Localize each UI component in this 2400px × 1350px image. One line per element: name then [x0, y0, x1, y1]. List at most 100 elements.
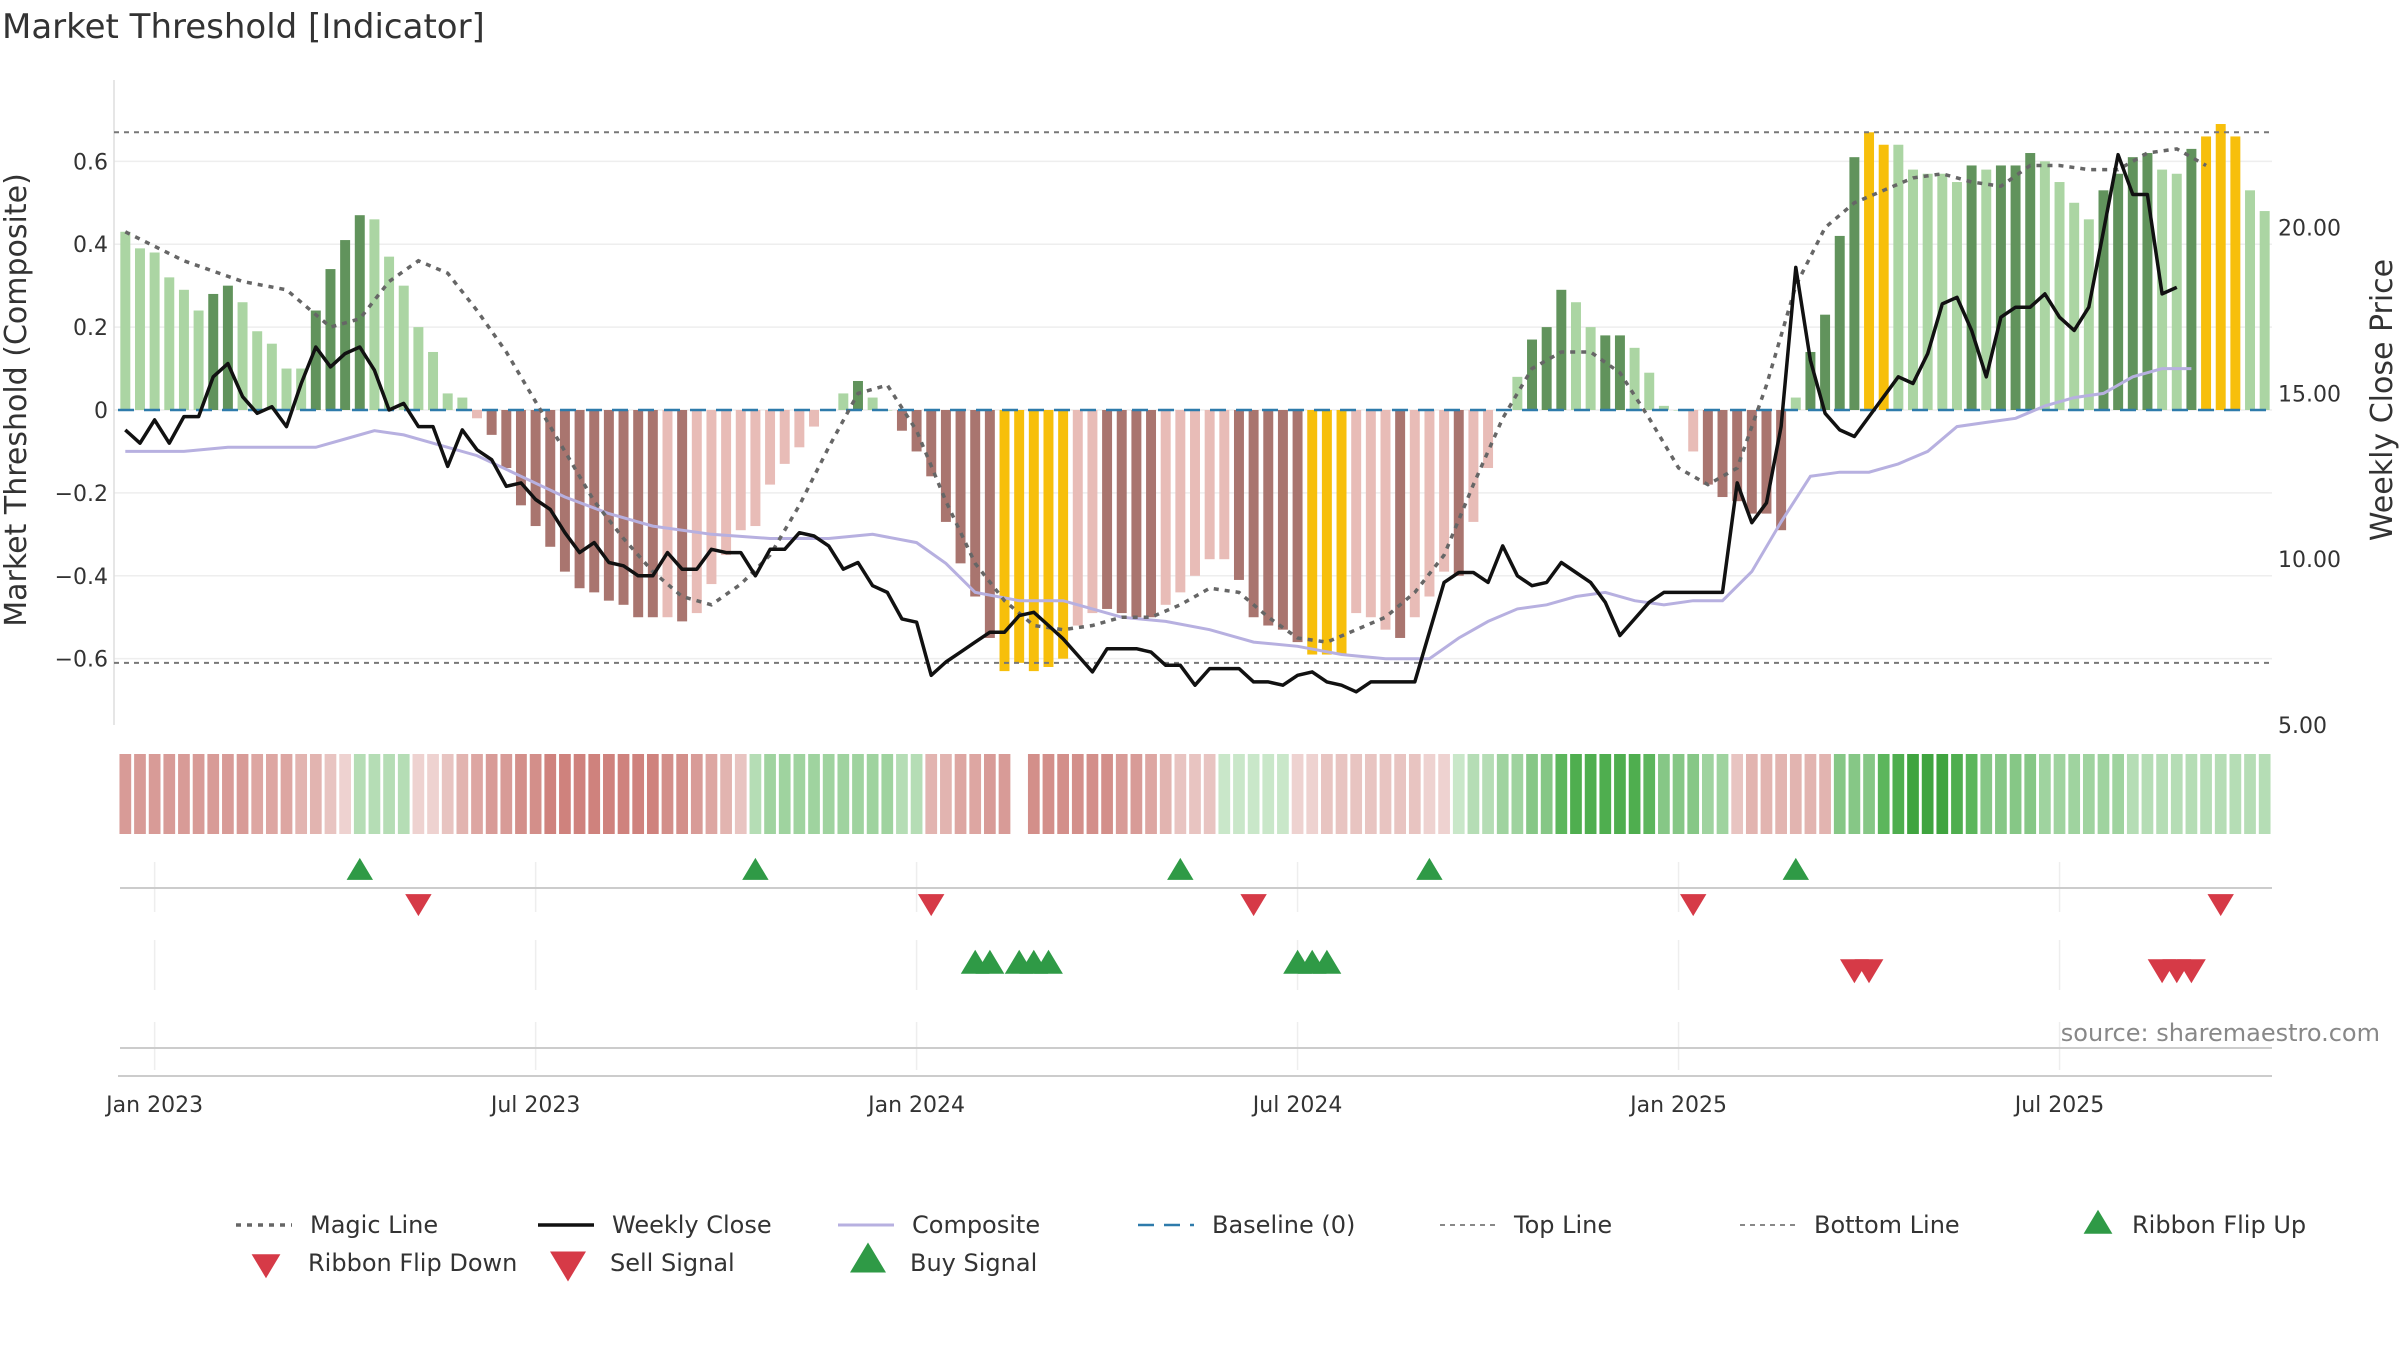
ribbon-cell	[1057, 754, 1069, 834]
composite-bar	[340, 240, 351, 410]
ribbon-cell	[1233, 754, 1245, 834]
composite-bar	[1395, 410, 1406, 638]
ribbon-cell	[1848, 754, 1861, 834]
composite-bar	[2054, 182, 2065, 410]
composite-bar	[1995, 165, 2006, 410]
ribbon-flip-panel	[120, 857, 2272, 917]
ribbon-cell	[1526, 754, 1538, 834]
ribbon-cell	[1907, 754, 1919, 834]
ribbon-cell	[646, 754, 659, 834]
composite-bar	[1585, 327, 1596, 410]
composite-bar	[1834, 235, 1845, 410]
composite-bar	[545, 410, 556, 547]
composite-bar	[662, 410, 673, 618]
chart-title: Market Threshold [Indicator]	[2, 7, 485, 47]
composite-bar	[1820, 314, 1831, 410]
ribbon-cell	[1482, 754, 1494, 834]
ribbon-cell	[954, 754, 967, 834]
composite-bar	[896, 410, 907, 431]
composite-bar	[2098, 190, 2109, 410]
composite-bar	[955, 410, 966, 564]
ribbon-flip-up-marker	[742, 857, 769, 880]
composite-bar	[266, 343, 277, 410]
composite-bar	[2259, 211, 2270, 410]
composite-bar	[1365, 410, 1376, 618]
ribbon-cell	[1892, 754, 1905, 834]
composite-bar	[970, 410, 981, 597]
composite-bar	[1233, 410, 1244, 580]
legend-label: Sell Signal	[610, 1249, 735, 1277]
ribbon-cell	[1936, 754, 1949, 834]
composite-bar	[428, 351, 439, 410]
composite-bar	[1937, 173, 1948, 410]
composite-bar	[2069, 202, 2080, 410]
ribbon-cell	[515, 754, 527, 834]
ribbon-cell	[2112, 754, 2125, 834]
composite-bar	[2025, 153, 2036, 411]
composite-bar	[2215, 124, 2226, 411]
composite-bar	[1219, 410, 1230, 560]
ribbon-cell	[1321, 754, 1333, 834]
ribbon-cell	[617, 754, 630, 834]
ribbon-flip-up-marker	[1782, 857, 1809, 880]
composite-bar	[413, 327, 424, 410]
composite-bar	[2083, 219, 2094, 410]
composite-bar	[779, 410, 790, 464]
composite-bar	[354, 215, 365, 410]
y2-tick-label: 5.00	[2278, 714, 2327, 739]
legend-label: Ribbon Flip Up	[2132, 1211, 2306, 1239]
chart-lines	[114, 131, 2272, 694]
ribbon-cell	[544, 754, 557, 834]
composite-bar	[486, 410, 497, 435]
ribbon-cell	[441, 754, 454, 834]
composite-bar	[647, 410, 658, 618]
legend-label: Composite	[912, 1211, 1040, 1239]
ribbon-cell	[2170, 754, 2183, 834]
composite-bar	[1292, 410, 1303, 643]
composite-bar	[838, 393, 849, 410]
ribbon-cell	[632, 754, 645, 834]
composite-bar	[1116, 410, 1127, 614]
composite-bar	[2201, 136, 2212, 410]
y2-tick-label: 10.00	[2278, 548, 2341, 573]
composite-bar	[1102, 410, 1113, 609]
legend-swatch	[2083, 1209, 2113, 1234]
composite-bar	[1922, 173, 1933, 410]
composite-bar	[852, 380, 863, 410]
composite-bar	[618, 410, 629, 605]
composite-bar	[252, 331, 263, 410]
ribbon-cell	[1159, 754, 1172, 834]
composite-bar	[515, 410, 526, 506]
ribbon-cell	[119, 754, 132, 834]
ribbon-cell	[1965, 754, 1978, 834]
composite-bar	[1380, 410, 1391, 630]
ribbon-cell	[2126, 754, 2139, 834]
ribbon-cell	[1262, 754, 1275, 834]
ribbon-cell	[1731, 754, 1744, 834]
ribbon-cell	[295, 754, 308, 834]
ribbon-cell	[1130, 754, 1143, 834]
ribbon-cell	[1438, 754, 1450, 834]
composite-bar	[1277, 410, 1288, 630]
composite-bar	[222, 285, 233, 410]
ribbon-cell	[265, 754, 278, 834]
composite-bar	[530, 410, 541, 527]
ribbon-cell	[1980, 754, 1993, 834]
composite-bar	[2039, 161, 2050, 410]
composite-bar	[1849, 157, 1860, 410]
ribbon-cell	[1086, 754, 1099, 834]
composite-bar	[369, 219, 380, 410]
composite-bar	[735, 410, 746, 531]
ribbon-cell	[1540, 754, 1553, 834]
ribbon-cell	[998, 754, 1011, 834]
ribbon-cell	[940, 754, 952, 834]
composite-bar	[237, 302, 248, 410]
ribbon-flip-up-marker	[1416, 857, 1443, 880]
ribbon-cell	[1672, 754, 1685, 834]
ribbon-cell	[412, 754, 425, 834]
ribbon-cell	[1658, 754, 1670, 834]
ribbon-cell	[2258, 754, 2271, 834]
y2-tick-label: 20.00	[2278, 217, 2341, 242]
composite-bar	[999, 410, 1010, 672]
